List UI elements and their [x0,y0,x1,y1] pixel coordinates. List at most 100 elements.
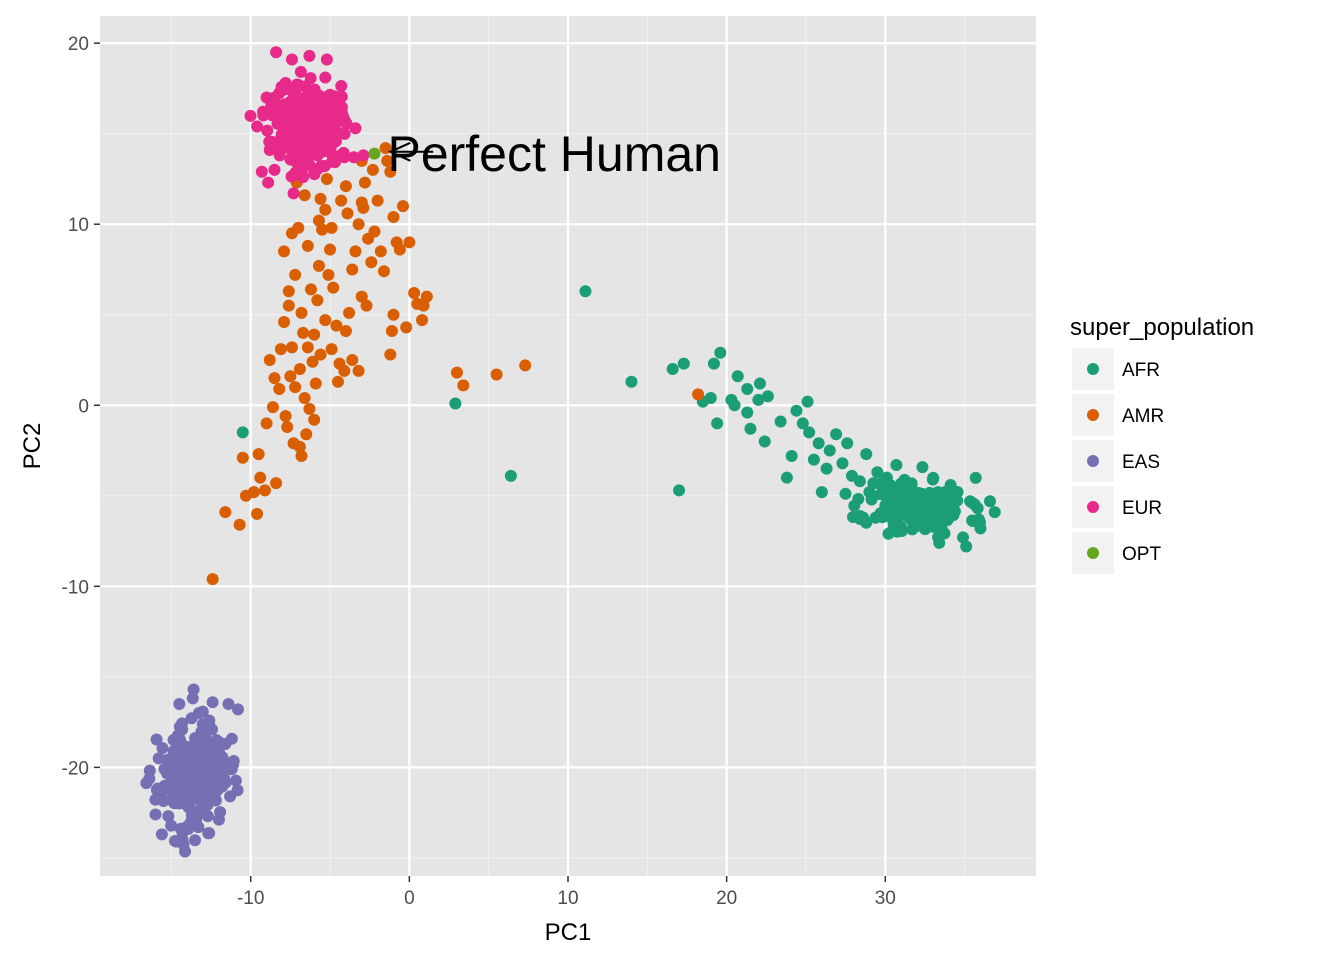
point-afr [960,540,973,553]
point-afr [863,486,876,499]
legend-label: OPT [1122,544,1161,565]
point-afr [741,406,754,419]
point-amr [285,341,298,354]
point-amr [341,207,354,220]
point-amr [282,299,295,312]
legend-swatch [1087,363,1099,375]
point-afr [801,395,814,408]
point-afr [910,513,923,526]
point-eur [304,72,317,85]
point-eas [169,788,182,801]
y-tick-label: 20 [68,34,89,55]
point-amr [251,507,264,520]
point-eas [186,692,199,705]
point-afr [579,285,592,298]
point-afr [880,471,893,484]
point-amr [519,359,532,372]
point-amr [368,225,381,238]
point-amr [236,451,249,464]
point-eur [294,65,307,78]
legend-entry-amr: AMR [1072,394,1164,436]
x-tick-label: 20 [716,888,737,909]
point-amr [274,343,287,356]
point-amr [346,354,359,366]
point-afr [677,357,690,370]
point-afr [823,444,836,457]
point-eur [285,53,298,66]
point-eas [203,742,216,755]
point-amr [352,364,365,377]
point-eas [173,732,186,745]
point-amr [263,354,276,366]
point-eur [299,90,312,103]
point-amr [278,245,291,258]
point-eas [158,763,171,776]
point-amr [384,165,397,178]
point-amr [292,221,305,234]
point-afr [921,503,934,516]
point-amr [324,243,337,256]
point-amr [349,245,362,258]
x-axis: -10 0 10 20 30 [237,876,896,909]
point-eur [336,109,349,122]
point-afr [974,522,987,535]
point-amr [355,290,368,303]
point-afr [796,417,809,430]
point-amr [298,189,311,202]
point-amr [312,214,325,227]
point-afr [905,488,918,501]
point-afr [898,473,911,486]
point-eur [347,151,360,164]
point-afr [944,479,957,492]
point-afr [666,363,679,376]
annotation-label: Perfect Human [387,126,720,182]
point-amr [258,484,271,497]
series-opt [368,147,381,160]
point-eas [165,819,178,832]
point-amr [327,281,340,294]
point-afr [836,457,849,470]
point-eur [244,109,257,122]
point-afr [860,448,873,461]
point-afr [785,449,798,462]
point-eur [335,80,348,93]
point-eur [298,101,311,114]
point-afr [504,469,517,482]
point-afr [803,426,816,439]
point-amr [306,355,319,368]
point-amr [303,402,316,415]
point-eur [319,71,332,84]
point-amr [387,308,400,321]
point-eur [287,187,300,200]
legend-label: AMR [1122,406,1164,427]
legend-entry-opt: OPT [1072,532,1161,574]
point-eas [232,703,245,716]
point-eas [225,763,238,776]
point-afr [812,437,825,450]
legend-label: AFR [1122,360,1160,381]
point-eur [268,163,281,176]
point-afr [774,415,787,428]
series-amr [206,142,705,586]
point-eas [162,810,175,823]
point-amr [330,319,343,332]
point-eur [303,49,316,62]
point-amr [457,379,470,392]
point-amr [301,341,314,354]
point-afr [704,392,717,405]
point-eas [176,826,189,839]
point-eur [255,165,268,178]
point-amr [358,176,371,189]
point-afr [894,491,907,504]
point-amr [319,203,332,216]
point-eur [357,149,370,162]
x-tick-label: 10 [557,888,578,909]
point-eas [152,752,165,765]
point-eur [308,165,321,178]
point-eas [150,733,163,746]
point-amr [387,210,400,223]
point-amr [287,437,300,450]
point-eas [180,754,193,767]
point-eur [257,105,270,118]
point-eas [229,774,242,787]
